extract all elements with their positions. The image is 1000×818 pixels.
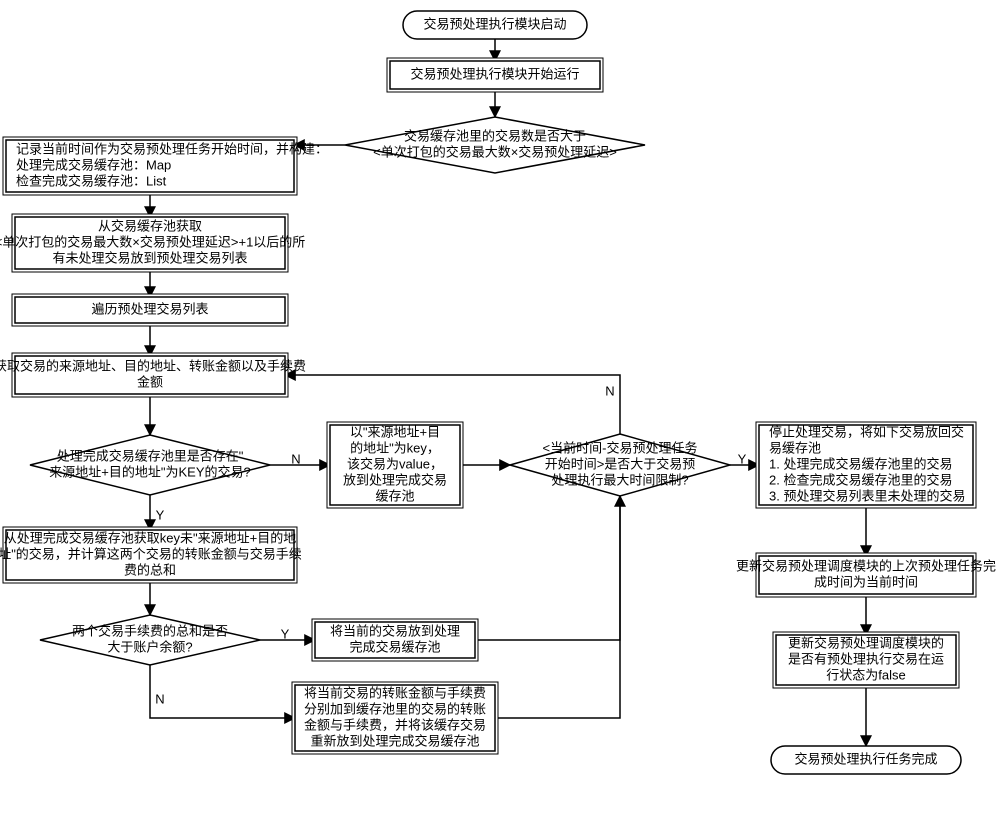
svg-text:交易预处理执行任务完成: 交易预处理执行任务完成 [794, 751, 937, 766]
svg-text:交易预处理执行模块开始运行: 交易预处理执行模块开始运行 [410, 66, 579, 81]
node-d4: 两个交易手续费的总和是否大于账户余额? [40, 615, 260, 665]
svg-text:将当前的交易放到处理: 将当前的交易放到处理 [330, 623, 460, 638]
svg-text:从处理完成交易缓存池获取key未"来源地址+目的地: 从处理完成交易缓存池获取key未"来源地址+目的地 [4, 530, 296, 545]
node-start: 交易预处理执行模块启动 [403, 11, 587, 39]
node-p5: 以"来源地址+目的地址"为key，该交易为value，放到处理完成交易缓存池 [327, 422, 463, 508]
svg-text:交易缓存池里的交易数是否大于: 交易缓存池里的交易数是否大于 [404, 128, 586, 143]
svg-text:<当前时间-交易预处理任务: <当前时间-交易预处理任务 [543, 440, 698, 455]
svg-text:遍历预处理交易列表: 遍历预处理交易列表 [91, 301, 208, 316]
node-p6: 停止处理交易，将如下交易放回交易缓存池 1. 处理完成交易缓存池里的交易 2. … [756, 422, 976, 508]
svg-text:两个交易手续费的总和是否: 两个交易手续费的总和是否 [72, 623, 228, 638]
svg-text:行状态为false: 行状态为false [826, 667, 905, 682]
edge [475, 496, 620, 640]
svg-text:金额与手续费，并将该缓存交易: 金额与手续费，并将该缓存交易 [304, 717, 486, 732]
svg-text:交易预处理执行模块启动: 交易预处理执行模块启动 [423, 16, 566, 31]
svg-text:<单次打包的交易最大数×交易预处理延迟>+1以后的所: <单次打包的交易最大数×交易预处理延迟>+1以后的所 [0, 234, 305, 249]
svg-text:更新交易预处理调度模块的: 更新交易预处理调度模块的 [788, 635, 944, 650]
svg-text:重新放到处理完成交易缓存池: 重新放到处理完成交易缓存池 [310, 733, 479, 748]
svg-text:的地址"为key，: 的地址"为key， [350, 440, 440, 455]
node-end: 交易预处理执行任务完成 [771, 746, 961, 774]
svg-text:记录当前时间作为交易预处理任务开始时间，并构建：: 记录当前时间作为交易预处理任务开始时间，并构建： [16, 141, 328, 156]
node-d3: <当前时间-交易预处理任务开始时间>是否大于交易预处理执行最大时间限制? [510, 434, 730, 496]
svg-text:费的总和: 费的总和 [124, 562, 176, 577]
svg-text:3. 预处理交易列表里未处理的交易: 3. 预处理交易列表里未处理的交易 [769, 488, 965, 503]
svg-text:处理完成交易缓存池：Map: 处理完成交易缓存池：Map [16, 157, 171, 172]
svg-text:易缓存池: 易缓存池 [769, 440, 821, 455]
svg-text:处理完成交易缓存池里是否存在": 处理完成交易缓存池里是否存在" [57, 448, 244, 463]
edge [495, 496, 620, 718]
svg-text:<单次打包的交易最大数×交易预处理延迟>: <单次打包的交易最大数×交易预处理延迟> [373, 144, 617, 159]
svg-text:处理执行最大时间限制?: 处理执行最大时间限制? [551, 472, 688, 487]
node-p4: 获取交易的来源地址、目的地址、转账金额以及手续费金额 [0, 353, 306, 397]
svg-text:有未处理交易放到预处理交易列表: 有未处理交易放到预处理交易列表 [52, 250, 247, 265]
svg-text:完成交易缓存池: 完成交易缓存池 [349, 639, 440, 654]
svg-text:检查完成交易缓存池：List: 检查完成交易缓存池：List [16, 173, 167, 188]
node-run: 交易预处理执行模块开始运行 [387, 58, 603, 92]
svg-text:从交易缓存池获取: 从交易缓存池获取 [98, 218, 202, 233]
node-p11: 更新交易预处理调度模块的是否有预处理执行交易在运行状态为false [773, 632, 959, 688]
svg-text:开始时间>是否大于交易预: 开始时间>是否大于交易预 [545, 456, 696, 471]
node-p2: 从交易缓存池获取<单次打包的交易最大数×交易预处理延迟>+1以后的所有未处理交易… [0, 214, 305, 272]
svg-text:更新交易预处理调度模块的上次预处理任务完: 更新交易预处理调度模块的上次预处理任务完 [736, 558, 996, 573]
svg-text:N: N [155, 691, 164, 706]
node-p3: 遍历预处理交易列表 [12, 294, 288, 326]
svg-text:Y: Y [156, 507, 165, 522]
node-d2: 处理完成交易缓存池里是否存在"来源地址+目的地址"为KEY的交易? [30, 435, 270, 495]
svg-text:2. 检查完成交易缓存池里的交易: 2. 检查完成交易缓存池里的交易 [769, 472, 952, 487]
node-p9: 将当前交易的转账金额与手续费分别加到缓存池里的交易的转账金额与手续费，并将该缓存… [292, 682, 498, 754]
svg-text:将当前交易的转账金额与手续费: 将当前交易的转账金额与手续费 [304, 685, 486, 700]
svg-text:址"的交易，并计算这两个交易的转账金额与交易手续: 址"的交易，并计算这两个交易的转账金额与交易手续 [0, 546, 302, 561]
svg-text:分别加到缓存池里的交易的转账: 分别加到缓存池里的交易的转账 [304, 701, 486, 716]
node-d1: 交易缓存池里的交易数是否大于<单次打包的交易最大数×交易预处理延迟> [345, 117, 645, 173]
node-p7: 从处理完成交易缓存池获取key未"来源地址+目的地址"的交易，并计算这两个交易的… [0, 527, 302, 583]
svg-text:放到处理完成交易: 放到处理完成交易 [343, 472, 447, 487]
node-p10: 更新交易预处理调度模块的上次预处理任务完成时间为当前时间 [736, 553, 996, 597]
flowchart-canvas: NYYNYN 交易预处理执行模块启动交易预处理执行模块开始运行交易缓存池里的交易… [0, 0, 1000, 818]
svg-text:Y: Y [738, 451, 747, 466]
svg-text:获取交易的来源地址、目的地址、转账金额以及手续费: 获取交易的来源地址、目的地址、转账金额以及手续费 [0, 358, 306, 373]
svg-text:来源地址+目的地址"为KEY的交易?: 来源地址+目的地址"为KEY的交易? [49, 464, 250, 479]
svg-text:N: N [291, 451, 300, 466]
edge [150, 665, 295, 718]
svg-text:大于账户余额?: 大于账户余额? [107, 639, 192, 654]
svg-text:N: N [605, 383, 614, 398]
svg-text:成时间为当前时间: 成时间为当前时间 [814, 574, 918, 589]
svg-text:缓存池: 缓存池 [375, 488, 414, 503]
svg-text:是否有预处理执行交易在运: 是否有预处理执行交易在运 [788, 651, 944, 666]
node-p1: 记录当前时间作为交易预处理任务开始时间，并构建： 处理完成交易缓存池：Map 检… [3, 137, 328, 195]
svg-text:该交易为value，: 该交易为value， [347, 456, 443, 471]
svg-text:Y: Y [281, 626, 290, 641]
node-p8: 将当前的交易放到处理完成交易缓存池 [312, 619, 478, 661]
svg-text:以"来源地址+目: 以"来源地址+目 [350, 424, 440, 439]
svg-text:金额: 金额 [137, 374, 163, 389]
svg-text:停止处理交易，将如下交易放回交: 停止处理交易，将如下交易放回交 [769, 424, 964, 439]
svg-text:1. 处理完成交易缓存池里的交易: 1. 处理完成交易缓存池里的交易 [769, 456, 952, 471]
